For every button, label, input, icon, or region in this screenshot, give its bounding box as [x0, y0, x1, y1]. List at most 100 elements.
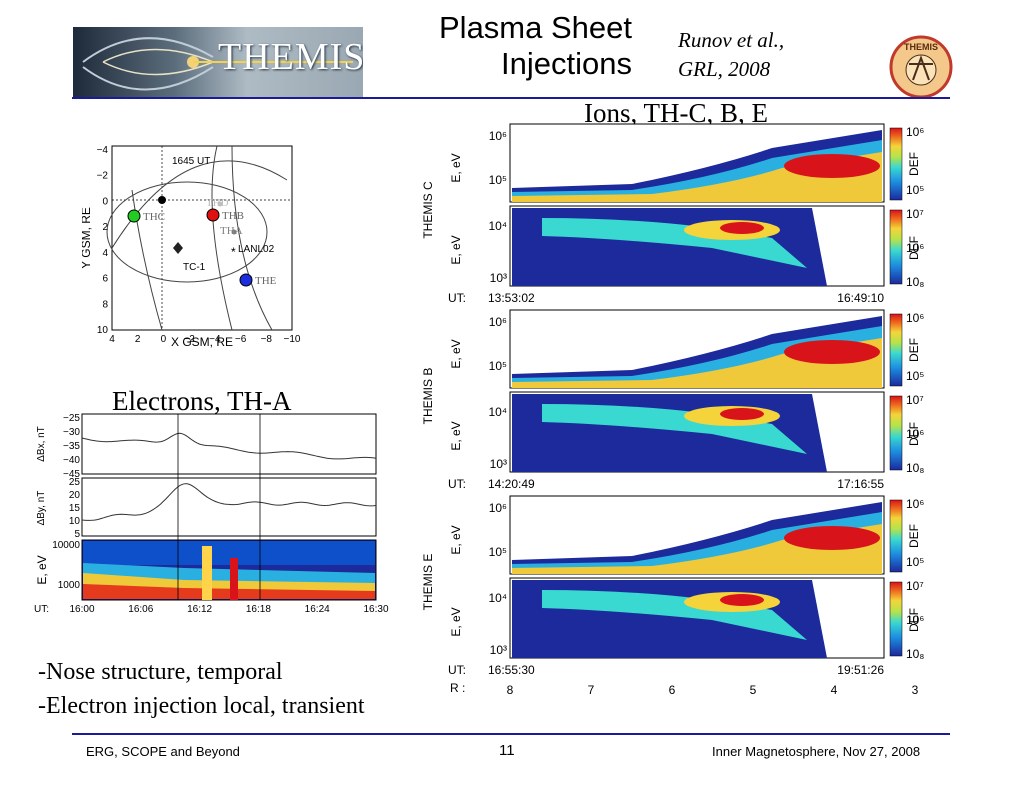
colorbar-tick: 10⁶ [906, 241, 924, 255]
radius-tick: 4 [831, 683, 838, 697]
ut-tick: 16:12 [187, 604, 212, 615]
themis-banner: THEMIS [73, 27, 363, 97]
slide-title: Plasma Sheet Injections [370, 10, 632, 82]
energy-tick: 10⁵ [489, 359, 507, 373]
energy-tick: 10⁶ [489, 315, 507, 329]
spacecraft-marker [217, 201, 223, 207]
by-tick: 20 [69, 490, 81, 501]
radius-tick: 8 [507, 683, 514, 697]
colorbar [889, 313, 903, 387]
def-label: DEF [907, 608, 921, 632]
energy-tick: 10⁵ [489, 173, 507, 187]
def-label: DEF [907, 152, 921, 176]
spacecraft-name: THEMIS E [421, 554, 435, 611]
orbit-ytick: 0 [102, 196, 108, 207]
tc1-label: TC-1 [183, 262, 206, 273]
colorbar-tick: 10⁶ [906, 125, 924, 139]
colorbar-tick: 10⁵ [906, 183, 924, 197]
orbit-xtick: 0 [161, 334, 167, 345]
ut-tick: 16:30 [363, 604, 388, 615]
ut-tick: 16:06 [128, 604, 153, 615]
e-tick: 1000 [58, 580, 81, 591]
lanl02-label: LANL02 [238, 244, 275, 255]
footer-left: ERG, SCOPE and Beyond [86, 744, 240, 759]
by-tick: 15 [69, 503, 81, 514]
bx-tick: −45 [63, 469, 80, 480]
colorbar [889, 499, 903, 573]
spacecraft-marker [206, 208, 220, 222]
ut-label: UT: [448, 477, 466, 491]
colorbar-tick: 10⁶ [906, 497, 924, 511]
orbit-ytick: 2 [102, 222, 108, 233]
ut-end: 16:49:10 [837, 291, 884, 305]
orbit-plot-frame [111, 145, 293, 331]
footer-right: Inner Magnetosphere, Nov 27, 2008 [712, 744, 921, 759]
citation-line-1: Runov et al., [678, 28, 785, 52]
bx-tick: −35 [63, 441, 80, 452]
colorbar-tick: 10₈ [906, 461, 924, 475]
title-line-2: Injections [501, 46, 632, 81]
ut-tick: 16:24 [305, 604, 330, 615]
bx-tick: −25 [63, 413, 80, 424]
colorbar [889, 395, 903, 471]
ions-heading: Ions, TH-C, B, E [584, 98, 769, 128]
bullet-item: -Electron injection local, transient [38, 693, 365, 719]
colorbar-tick: 10⁷ [906, 207, 924, 221]
footer-rule [72, 733, 950, 735]
ut-end: 19:51:26 [837, 663, 884, 677]
energy-tick: 10⁴ [488, 405, 507, 419]
ut-start: 13:53:02 [488, 291, 535, 305]
by-tick: 10 [69, 516, 81, 527]
energy-tick: 10⁴ [488, 591, 507, 605]
energy-label: E, eV [449, 607, 463, 636]
def-label: DEF [907, 338, 921, 362]
banner-title: THEMIS [218, 36, 363, 78]
energy-tick: 10³ [490, 643, 507, 657]
energy-tick: 10³ [490, 271, 507, 285]
bullet-list: -Nose structure, temporal -Electron inje… [38, 655, 365, 723]
colorbar-tick: 10⁶ [906, 311, 924, 325]
e-tick: 10000 [52, 540, 80, 551]
colorbar-tick: 10⁵ [906, 369, 924, 383]
ut-label: UT: [34, 604, 49, 615]
orbit-ylabel: Y GSM, RE [82, 207, 93, 269]
radius-axis-label: R : [450, 681, 465, 695]
bx-axes [81, 413, 377, 475]
energy-tick: 10³ [490, 457, 507, 471]
spacecraft-label: THA [220, 225, 243, 237]
spacecraft-marker [231, 229, 237, 235]
by-label: ΔBy, nT [36, 491, 47, 526]
by-tick: 5 [74, 529, 80, 540]
orbit-xtick: −2 [183, 334, 195, 345]
ut-label: UT: [448, 663, 466, 677]
spacecraft-label: THD [206, 197, 229, 209]
orbit-ytick: −4 [97, 145, 109, 156]
page-number: 11 [499, 742, 515, 759]
citation: Runov et al., GRL, 2008 [678, 26, 784, 84]
energy-tick: 10⁶ [489, 129, 507, 143]
colorbar-tick: 10₈ [906, 275, 924, 289]
orbit-xtick: 4 [109, 334, 115, 345]
by-trace [81, 483, 377, 521]
orbit-ytick: 8 [102, 299, 108, 310]
title-line-1: Plasma Sheet [439, 10, 632, 45]
energy-tick: 10⁶ [489, 501, 507, 515]
spacecraft-marker [127, 209, 141, 223]
radius-tick: 6 [669, 683, 676, 697]
magnetosphere-illustration [82, 37, 353, 91]
bx-label: ΔBx, nT [36, 426, 47, 462]
orbit-xtick: −6 [235, 334, 247, 345]
orbit-ytick: 6 [102, 274, 108, 285]
lanl02-marker: * [231, 245, 236, 259]
radius-tick: 5 [750, 683, 757, 697]
by-axes [81, 477, 377, 537]
ut-tick: 16:00 [69, 604, 94, 615]
electrons-heading: Electrons, TH-A [112, 386, 292, 416]
orbit-plot: 4 2 0 −2 −4 −6 −8 −10 −4 −2 0 2 4 6 8 10 1645 UT X GSM,… [82, 145, 301, 349]
colorbar-tick: 10₈ [906, 647, 924, 661]
orbit-xtick: −4 [209, 334, 221, 345]
ut-end: 17:16:55 [837, 477, 884, 491]
orbit-xlabel: X GSM, RE [171, 335, 233, 349]
colorbar-tick: 10⁷ [906, 579, 924, 593]
